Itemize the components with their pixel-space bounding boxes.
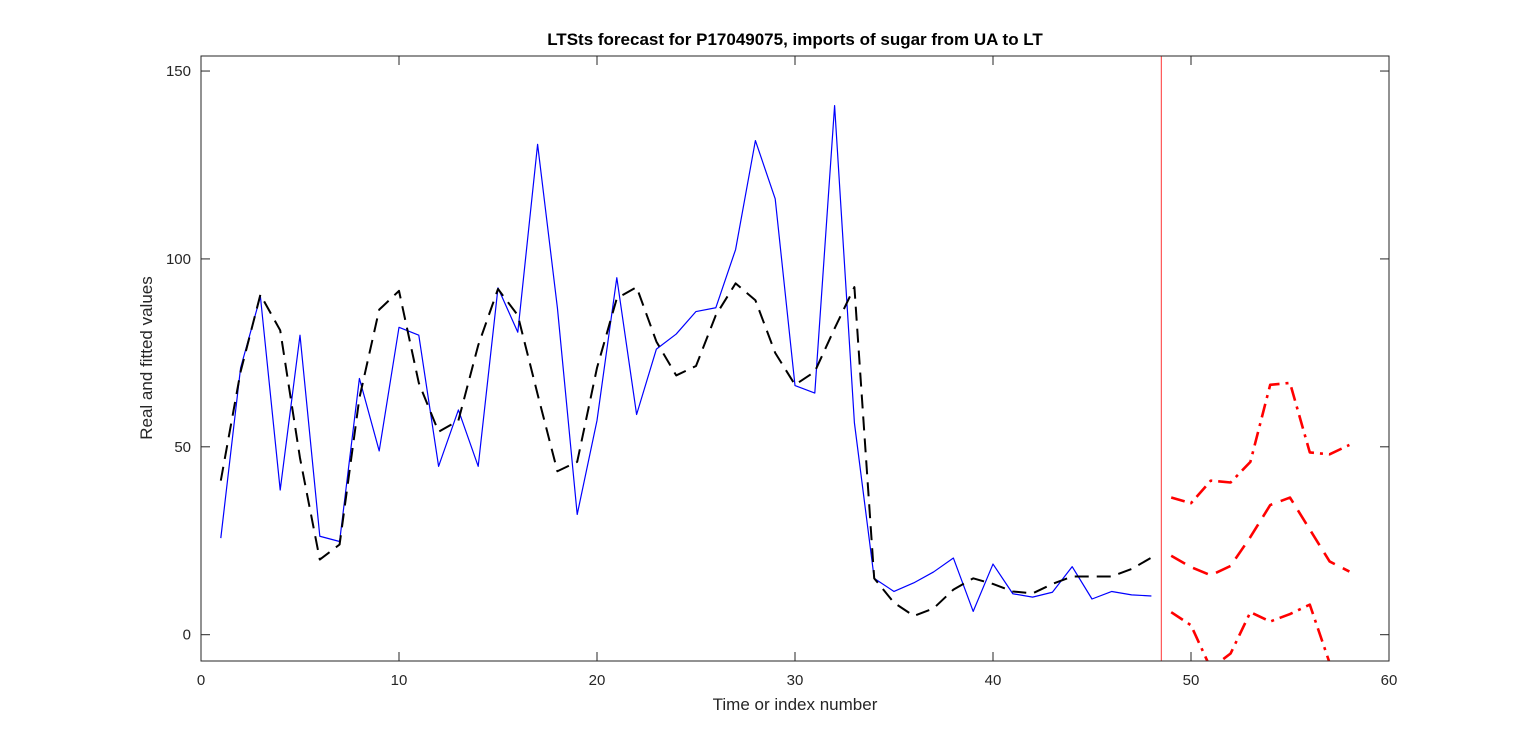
series-upper-bound (1170, 381, 1350, 505)
x-tick-label: 10 (391, 672, 408, 689)
x-tick-label: 60 (1381, 672, 1398, 689)
y-tick-label: 0 (183, 627, 191, 644)
series-lower-bound (1170, 603, 1331, 661)
series-real-values (220, 104, 1152, 613)
series-fitted-values (219, 282, 1152, 617)
chart-title: LTSts forecast for P17049075, imports of… (547, 30, 1043, 49)
y-tick-label: 100 (166, 251, 191, 268)
y-tick-label: 150 (166, 63, 191, 80)
x-tick-label: 30 (787, 672, 804, 689)
x-tick-label: 50 (1183, 672, 1200, 689)
series-forecast (1170, 496, 1350, 577)
x-tick-label: 0 (197, 672, 205, 689)
y-axis-label: Real and fitted values (137, 276, 156, 440)
plot-area: 0 10 20 30 40 50 60 0 50 100 150 (166, 55, 1398, 689)
y-tick-label: 50 (174, 439, 191, 456)
axes-box (200, 55, 1390, 662)
x-tick-label: 40 (985, 672, 1002, 689)
x-axis-label: Time or index number (713, 695, 878, 714)
x-tick-label: 20 (589, 672, 606, 689)
